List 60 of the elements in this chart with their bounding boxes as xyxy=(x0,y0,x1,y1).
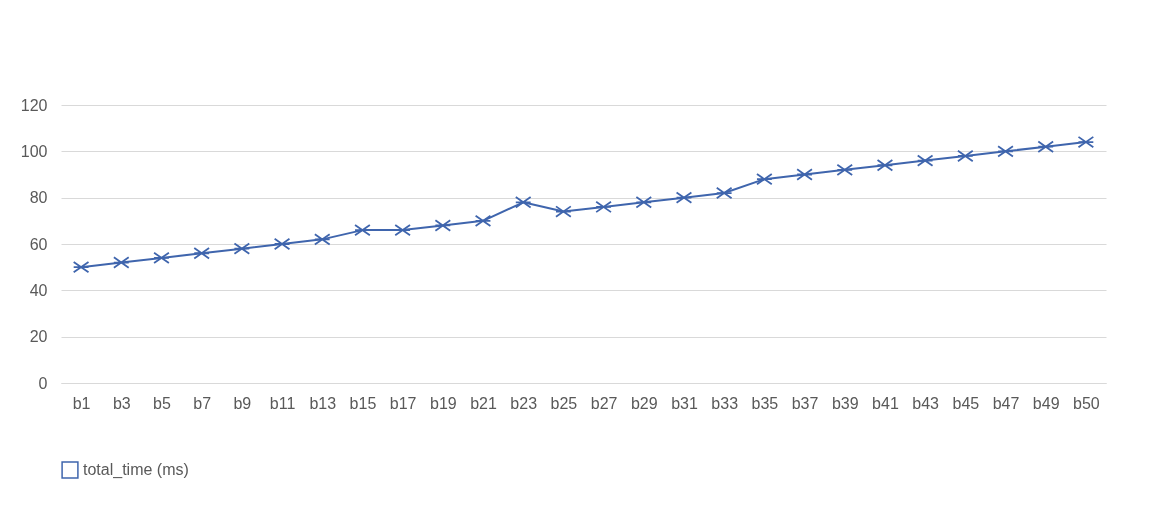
x-tick-label: b35 xyxy=(751,394,779,412)
x-tick-label: b25 xyxy=(550,394,578,412)
point xyxy=(957,149,974,163)
x-tick-label: b33 xyxy=(711,394,739,412)
x-tick-label: b45 xyxy=(952,394,980,412)
point xyxy=(756,173,773,186)
y-tick-label: 60 xyxy=(29,235,48,253)
y-tick-label: 40 xyxy=(29,281,48,299)
x-tick-label: b9 xyxy=(233,394,252,412)
x-tick-label: b41 xyxy=(872,394,899,412)
y-tick-label: 20 xyxy=(29,328,48,346)
x-tick-label: b39 xyxy=(831,394,859,412)
point xyxy=(997,145,1014,158)
point xyxy=(555,205,572,218)
y-tick-label: 120 xyxy=(20,96,48,114)
x-tick-label: b19 xyxy=(429,394,457,412)
legend-label: total_time (ms) xyxy=(83,461,189,479)
point xyxy=(1037,140,1055,153)
point xyxy=(394,224,411,237)
x-tick-label: b27 xyxy=(590,394,618,412)
x-tick-label: b43 xyxy=(912,394,940,412)
x-tick-label: b23 xyxy=(510,394,538,412)
x-tick-label: b1 xyxy=(72,394,91,412)
x-tick-label: b3 xyxy=(112,394,131,412)
point xyxy=(72,261,90,274)
x-tick-label: b5 xyxy=(153,394,171,412)
point xyxy=(715,186,733,200)
y-tick-label: 80 xyxy=(29,189,48,207)
point xyxy=(313,233,331,246)
x-tick-label: b11 xyxy=(269,394,296,412)
point xyxy=(595,200,612,214)
x-tick-label: b37 xyxy=(791,394,819,412)
point xyxy=(1077,135,1095,149)
x-tick-label: b7 xyxy=(193,394,212,412)
point xyxy=(434,219,452,232)
point xyxy=(354,224,371,237)
x-tick-label: b15 xyxy=(349,394,377,412)
x-tick-label: b49 xyxy=(1032,394,1060,412)
point xyxy=(193,247,210,260)
point xyxy=(233,242,251,255)
x-tick-label: b50 xyxy=(1073,394,1100,412)
y-tick-label: 0 xyxy=(38,374,48,392)
x-tick-label: b17 xyxy=(389,394,417,412)
y-tick-label: 100 xyxy=(20,142,48,160)
x-tick-label: b29 xyxy=(630,394,658,412)
point xyxy=(876,159,894,172)
point xyxy=(635,196,653,209)
point xyxy=(675,191,693,204)
x-tick-label: b13 xyxy=(309,394,337,412)
x-tick-label: b47 xyxy=(992,394,1020,412)
x-tick-label: b31 xyxy=(671,394,698,412)
point xyxy=(514,196,532,209)
point xyxy=(273,237,291,251)
point xyxy=(474,214,492,227)
point xyxy=(796,168,813,181)
point xyxy=(112,256,130,269)
point xyxy=(836,163,854,176)
point xyxy=(153,251,170,264)
point xyxy=(916,154,934,167)
x-tick-label: b21 xyxy=(470,394,497,412)
